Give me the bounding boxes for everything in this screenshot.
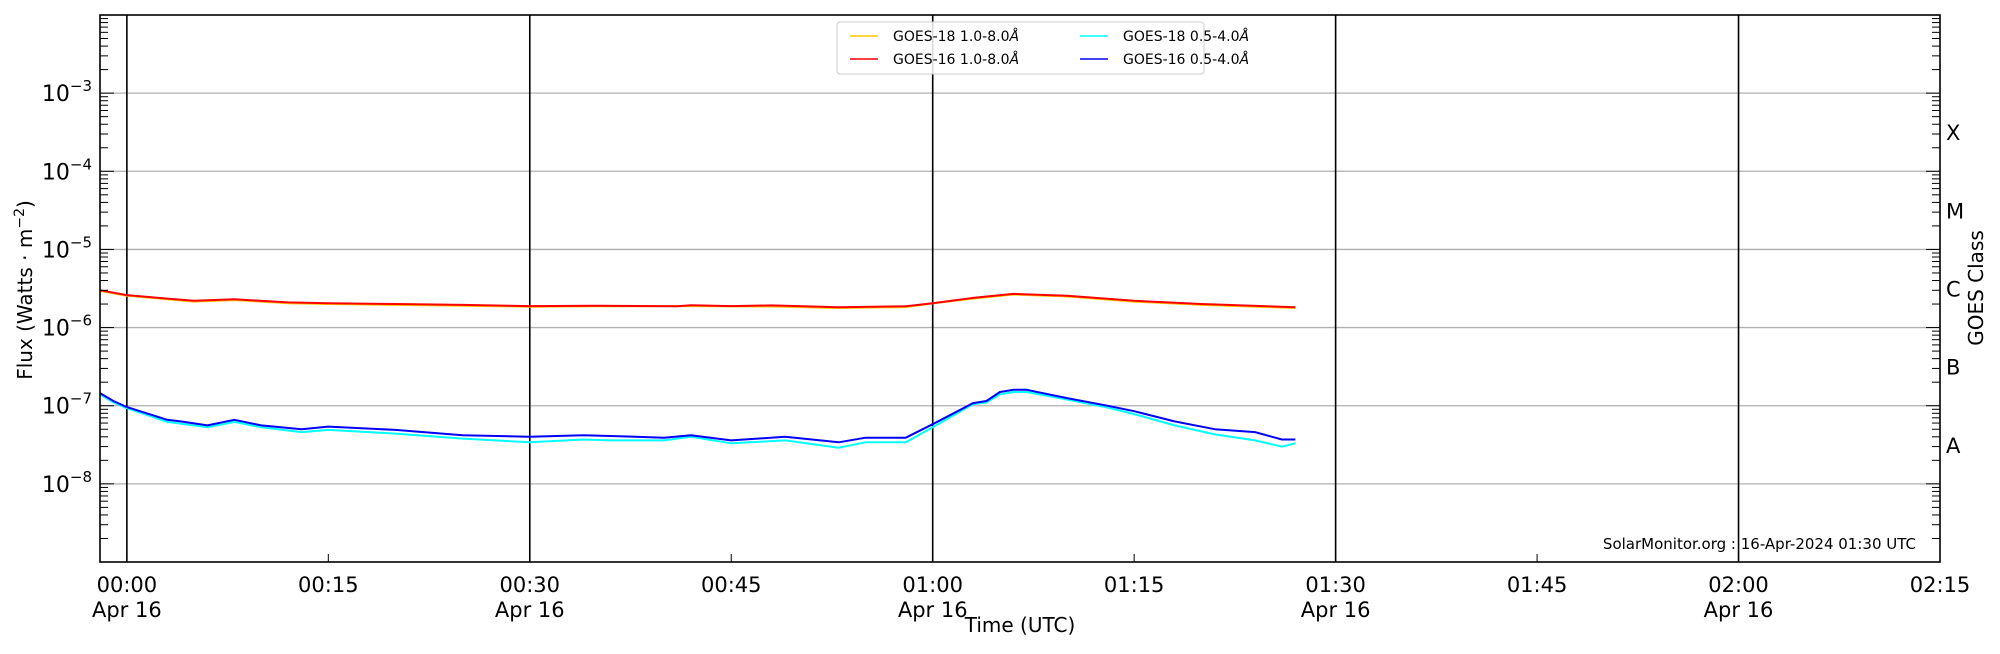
x-tick-label: 00:45 bbox=[701, 573, 762, 597]
x-tick-label: 02:00 bbox=[1708, 573, 1769, 597]
goes-class-label: A bbox=[1946, 434, 1961, 458]
y-tick-label: 10−4 bbox=[42, 155, 92, 185]
x-tick-label: 00:15 bbox=[298, 573, 359, 597]
watermark: SolarMonitor.org : 16-Apr-2024 01:30 UTC bbox=[1603, 535, 1916, 553]
x-tick-date: Apr 16 bbox=[495, 598, 565, 622]
x-tick-label: 01:45 bbox=[1507, 573, 1568, 597]
x-tick-date: Apr 16 bbox=[92, 598, 162, 622]
y-axis-label: Flux (Watts · m−2) bbox=[12, 200, 37, 380]
grid bbox=[100, 92, 1940, 485]
legend-label: GOES-16 1.0-8.0Å bbox=[893, 51, 1019, 68]
legend-label: GOES-16 0.5-4.0Å bbox=[1123, 51, 1249, 68]
y-tick-label: 10−5 bbox=[42, 233, 92, 263]
x-tick-label: 01:30 bbox=[1305, 573, 1366, 597]
legend-label: GOES-18 0.5-4.0Å bbox=[1123, 28, 1249, 45]
series-line bbox=[99, 388, 1296, 444]
y-tick-label: 10−8 bbox=[42, 468, 92, 498]
x-tick-label: 02:15 bbox=[1910, 573, 1971, 597]
goes-class-label: X bbox=[1946, 121, 1960, 145]
x-axis-label: Time (UTC) bbox=[964, 613, 1076, 637]
legend-box bbox=[836, 21, 1205, 75]
x-tick-label: 01:00 bbox=[902, 573, 963, 597]
goes-class-label: M bbox=[1946, 199, 1964, 223]
series-lines bbox=[99, 289, 1296, 449]
y-tick-label: 10−7 bbox=[42, 390, 92, 420]
y-tick-label: 10−3 bbox=[42, 77, 92, 107]
goes-class-labels: X M C B A bbox=[1946, 121, 1964, 458]
x-tick-date: Apr 16 bbox=[1704, 598, 1774, 622]
legend: GOES-18 1.0-8.0Å GOES-16 1.0-8.0Å GOES-18 … bbox=[836, 21, 1249, 75]
series-line bbox=[99, 289, 1296, 309]
x-tick-label: 00:00 bbox=[97, 573, 158, 597]
plot-frame bbox=[99, 14, 1941, 563]
legend-label: GOES-18 1.0-8.0Å bbox=[893, 28, 1019, 45]
x-tick-label: 00:30 bbox=[500, 573, 561, 597]
x-tick-label: 01:15 bbox=[1104, 573, 1165, 597]
goes-class-label: B bbox=[1946, 356, 1960, 380]
y-tick-labels: 10−3 10−4 10−5 10−6 10−7 10−8 bbox=[42, 77, 92, 498]
series-line bbox=[99, 391, 1296, 449]
y2-axis-label: GOES Class bbox=[1964, 230, 1988, 346]
x-tick-date: Apr 16 bbox=[1301, 598, 1371, 622]
y-tick-label: 10−6 bbox=[42, 312, 92, 342]
goes-class-label: C bbox=[1946, 278, 1961, 302]
x-tick-date: Apr 16 bbox=[898, 598, 968, 622]
axis-ticks bbox=[100, 18, 1941, 563]
day-lines bbox=[126, 15, 1740, 562]
